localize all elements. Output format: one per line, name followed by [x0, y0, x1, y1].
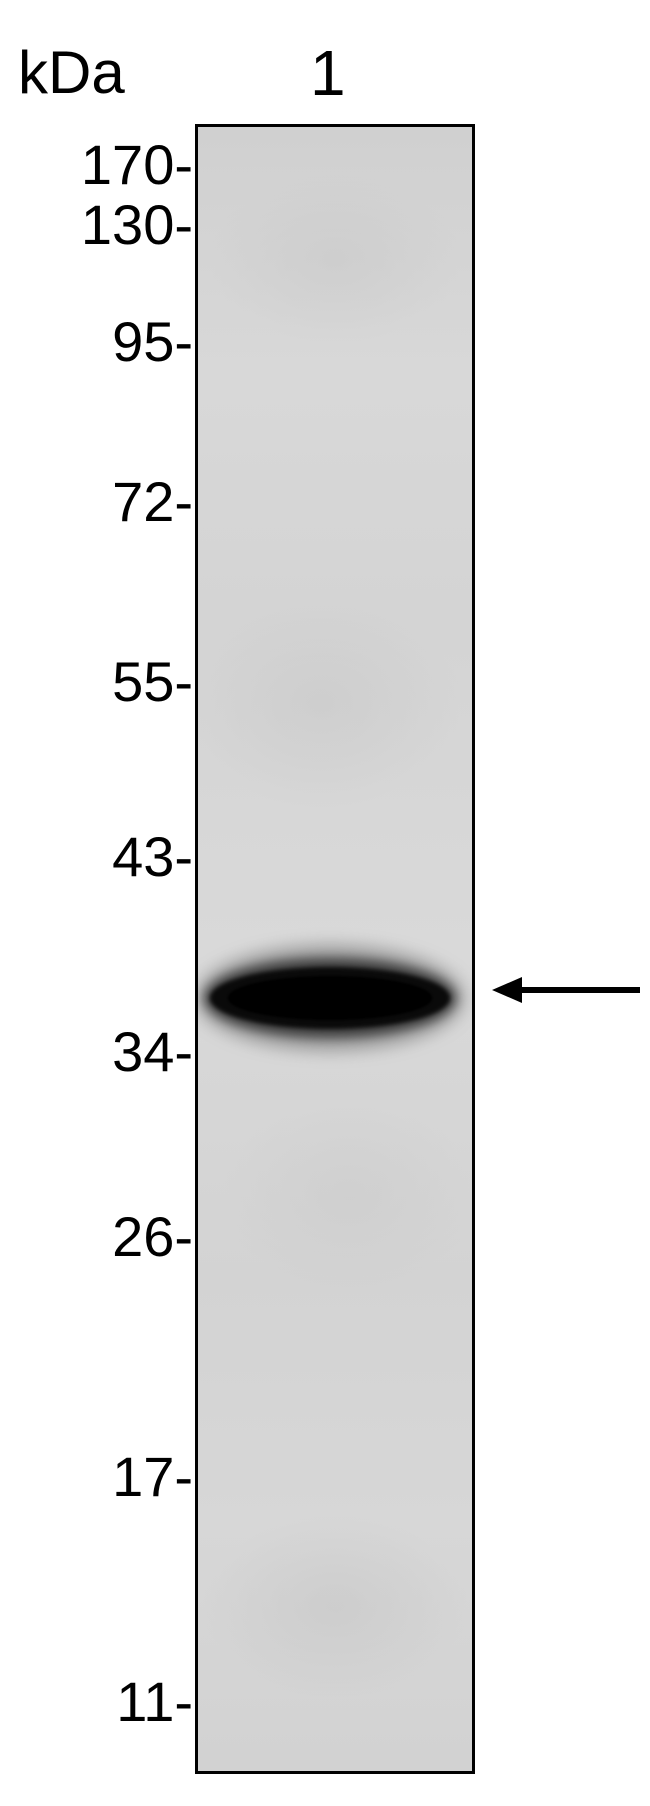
mw-marker: 55- [112, 649, 193, 714]
mw-marker: 11- [116, 1669, 193, 1734]
mw-marker: 170- [81, 132, 193, 197]
blot-lane [195, 124, 475, 1774]
mw-marker: 17- [112, 1444, 193, 1509]
mw-marker: 72- [112, 469, 193, 534]
band-layer [228, 976, 432, 1019]
arrow-head-icon [492, 977, 522, 1003]
kda-unit-label: kDa [18, 38, 125, 107]
blot-container: kDa 1 170-130- 95- 72- 55- 43- 34- 26- 17- 11- [0, 0, 650, 1806]
mw-marker: 130- [81, 192, 193, 257]
mw-marker: 43- [112, 824, 193, 889]
mw-marker: 95- [112, 309, 193, 374]
lane-number-label: 1 [310, 36, 346, 110]
mw-marker: 34- [112, 1019, 193, 1084]
arrow-shaft [522, 987, 640, 993]
mw-marker: 26- [112, 1204, 193, 1269]
